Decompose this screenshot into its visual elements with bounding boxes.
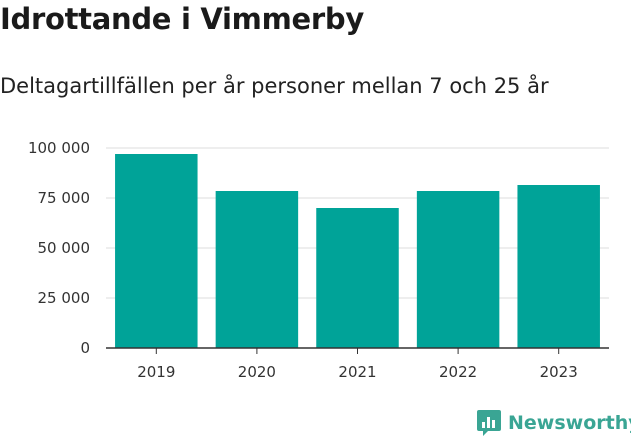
bar-2020 — [215, 191, 299, 348]
x-tick-label: 2023 — [540, 363, 578, 381]
newsworthy-logo-icon — [477, 410, 501, 436]
x-tick-label: 2019 — [137, 363, 175, 381]
x-tick-labels: 2019 2020 2021 2022 2023 — [137, 363, 578, 381]
y-tick-label: 0 — [80, 339, 90, 357]
y-tick-labels: 0 25 000 50 000 75 000 100 000 — [28, 139, 90, 357]
axes — [106, 347, 609, 354]
y-tick-label: 100 000 — [28, 139, 90, 157]
bar-2022 — [416, 191, 500, 348]
x-tick-label: 2022 — [439, 363, 477, 381]
brand-name: Newsworthy — [508, 412, 631, 434]
y-tick-label: 50 000 — [38, 239, 91, 257]
y-tick-label: 25 000 — [38, 289, 91, 307]
chart-title: Idrottande i Vimmerby — [0, 2, 364, 36]
bar-2021 — [316, 208, 399, 348]
chart-subtitle: Deltagartillfällen per år personer mella… — [0, 74, 549, 98]
x-tick-label: 2021 — [338, 363, 376, 381]
bar-2023 — [517, 185, 600, 348]
bar-2019 — [115, 154, 198, 348]
x-tick-label: 2020 — [238, 363, 276, 381]
brand-logo: Newsworthy — [476, 408, 631, 438]
bars — [115, 154, 600, 348]
y-tick-label: 75 000 — [38, 189, 91, 207]
